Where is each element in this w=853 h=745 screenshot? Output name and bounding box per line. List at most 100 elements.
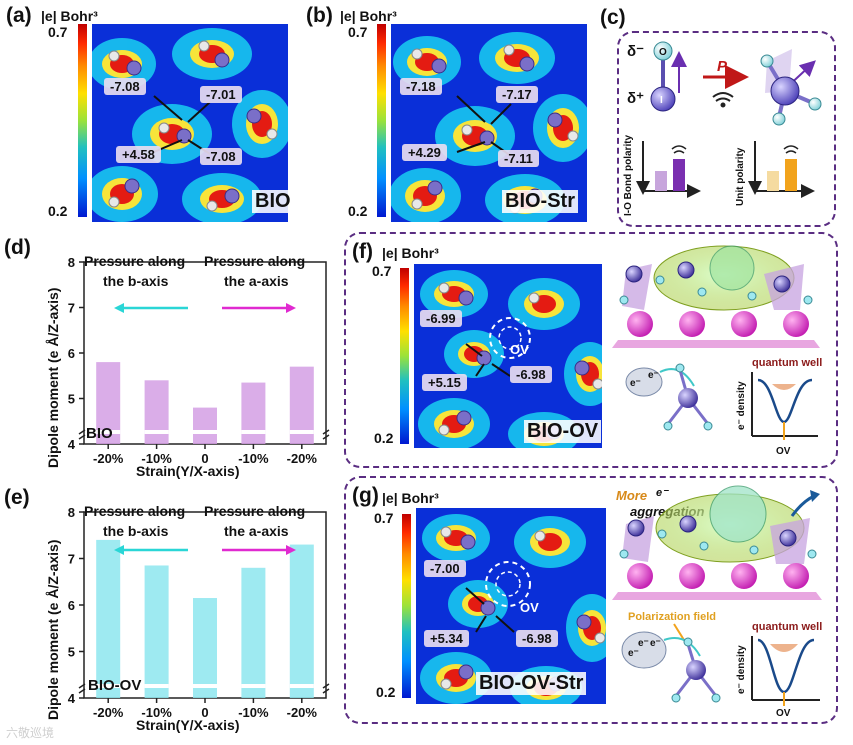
chart-e-xtick-label: -20% — [93, 705, 124, 720]
chart-d-bar — [193, 407, 217, 444]
chart-d-bar-break — [144, 430, 169, 434]
chart-d-ytick-label: 4 — [68, 437, 76, 452]
panel-a-label: (a) — [6, 4, 32, 27]
chart-d-xtick-label: -10% — [141, 451, 172, 466]
panel-g-ov-axis: OV — [776, 708, 791, 718]
panel-f-value-2: +5.15 — [422, 374, 467, 391]
panel-g-map-svg — [416, 508, 606, 704]
panel-g-unit: |e| Bohr³ — [382, 490, 439, 506]
chart-e-tag: BIO-OV — [88, 677, 141, 694]
panel-g-curved-arrow — [790, 494, 815, 517]
panel-f-colorbar — [400, 268, 409, 444]
panel-b-cbar-min: 0.2 — [348, 203, 368, 219]
chart-e-ytick-label: 4 — [68, 691, 76, 706]
panel-b-tag: BIO-Str — [502, 190, 578, 213]
panel-a-value-3: +4.58 — [116, 146, 161, 163]
chart-e-bar — [96, 539, 121, 698]
panel-g-e1: e⁻ — [628, 648, 639, 659]
chart-e-axis-break-left — [78, 683, 86, 694]
panel-c-label: (c) — [600, 6, 626, 29]
chart-e-axis-break-right — [322, 683, 330, 694]
panel-g-charge-map — [416, 508, 606, 704]
panel-f-e2: e⁻ — [648, 370, 659, 381]
panel-c-io3-unit — [760, 49, 822, 126]
watermark: 六敬巡境 — [6, 726, 55, 740]
chart-d-ytick-label: 7 — [68, 301, 75, 316]
panel-f-ov-label: OV — [510, 342, 529, 357]
panel-g-e2: e⁻ — [638, 638, 649, 649]
panel-g-bi-layer — [612, 563, 822, 600]
panel-a-map-svg — [92, 24, 288, 222]
chart-e: (e) Dipole moment (e Å/Z-axis) 4 5 6 7 8 -20%… — [4, 486, 330, 733]
chart-d-ytick-label: 6 — [68, 346, 75, 361]
panel-c-atom-o: O — [659, 47, 667, 58]
chart-d-xtick-label: -20% — [93, 451, 124, 466]
panel-g-colorbar — [402, 514, 411, 698]
panel-a-unit: |e| Bohr³ — [41, 8, 98, 24]
panel-g-ov-label: OV — [520, 600, 539, 615]
chart-d-xtick-label: 0 — [201, 451, 208, 466]
wifi-icon-small-2 — [783, 145, 799, 154]
panel-f-tag: BIO-OV — [524, 420, 602, 443]
chart-e-bar — [144, 565, 169, 698]
chart-e-bar — [289, 544, 314, 698]
panel-f-label: (f) — [352, 240, 373, 263]
panel-g-cbar-min: 0.2 — [376, 684, 396, 700]
panel-g-label: (g) — [352, 484, 379, 507]
panel-g-more: More — [616, 488, 647, 503]
chart-d-xtick-label: -10% — [238, 451, 269, 466]
chart-d-bar-break — [96, 430, 121, 434]
chart-d-bar-break — [289, 430, 314, 434]
chart-e-xlabel: Strain(Y/X-axis) — [136, 717, 239, 733]
panel-c-bar-right-2 — [785, 159, 797, 191]
chart-d-ytick-label: 5 — [68, 392, 75, 407]
chart-e-bar — [193, 598, 217, 698]
chart-e-axes: 4 5 6 7 8 -20% -10% 0 -10% -20% — [68, 505, 330, 720]
panel-f-cbar-max: 0.7 — [372, 263, 392, 279]
panel-a-cbar-min: 0.2 — [48, 203, 68, 219]
chart-e-bar-break — [289, 684, 314, 688]
panel-f-frame — [344, 232, 838, 468]
panel-g-e3: e⁻ — [650, 638, 661, 649]
chart-d-axis-break-left — [78, 429, 86, 440]
panel-b-label: (b) — [306, 4, 333, 27]
panel-f-bi-layer — [612, 311, 820, 348]
panel-g-value-2: +5.34 — [424, 630, 469, 647]
chart-e-left-note-1: Pressure along — [84, 503, 185, 519]
panel-g-value-1: -7.00 — [424, 560, 466, 577]
chart-d-axis-break-right — [322, 429, 330, 440]
wifi-icon — [712, 92, 734, 108]
chart-d-right-note-2: the a-axis — [224, 273, 289, 289]
panel-a-tag: BIO — [252, 190, 294, 213]
panel-c-bar-left-2 — [673, 159, 685, 191]
panel-f-value-1: -6.99 — [420, 310, 462, 327]
panel-a-value-2: -7.01 — [200, 86, 242, 103]
panel-c-diagram: δ⁻ δ⁺ O I P I-O Bond polarity Unit polar… — [623, 41, 822, 216]
panel-b-value-1: -7.18 — [400, 78, 442, 95]
panel-a-value-4: -7.08 — [200, 148, 242, 165]
chart-d-bar — [241, 382, 266, 444]
chart-d-xlabel: Strain(Y/X-axis) — [136, 463, 239, 479]
chart-e-bar-break — [193, 684, 217, 688]
panel-f-io-unit — [663, 363, 713, 431]
panel-b-value-3: +4.29 — [402, 144, 447, 161]
chart-e-xtick-label: -10% — [141, 705, 172, 720]
panel-f-cbar-min: 0.2 — [374, 430, 394, 446]
panel-g-structure: More e⁻ aggregation Polarization field e… — [612, 485, 822, 718]
chart-d-bar-break — [193, 430, 217, 434]
panel-a-charge-map — [92, 24, 288, 222]
wifi-icon-small — [671, 145, 687, 154]
chart-d: (d) Dipole moment (e Å/Z-axis) 4 5 6 7 8 -20%… — [4, 236, 330, 479]
chart-d-axes: 4 5 6 7 8 -20% -10% 0 -10% -20% — [68, 255, 330, 466]
chart-e-ytick-label: 7 — [68, 552, 75, 567]
panel-f-structure: e⁻ e⁻ quantum well e⁻ density OV — [612, 245, 822, 457]
panel-b-cbar-max: 0.7 — [348, 24, 368, 40]
panel-g-tag: BIO-OV-Str — [476, 672, 587, 695]
chart-e-xtick-label: 0 — [201, 705, 208, 720]
panel-g-quantum-well: quantum well — [752, 621, 822, 633]
panel-c-bar-right-1 — [767, 171, 779, 191]
chart-e-bar-break — [241, 684, 266, 688]
chart-d-bar-break — [241, 430, 266, 434]
panel-g-polarization: Polarization field — [628, 611, 716, 623]
chart-d-ylabel: Dipole moment (e Å/Z-axis) — [45, 288, 61, 468]
